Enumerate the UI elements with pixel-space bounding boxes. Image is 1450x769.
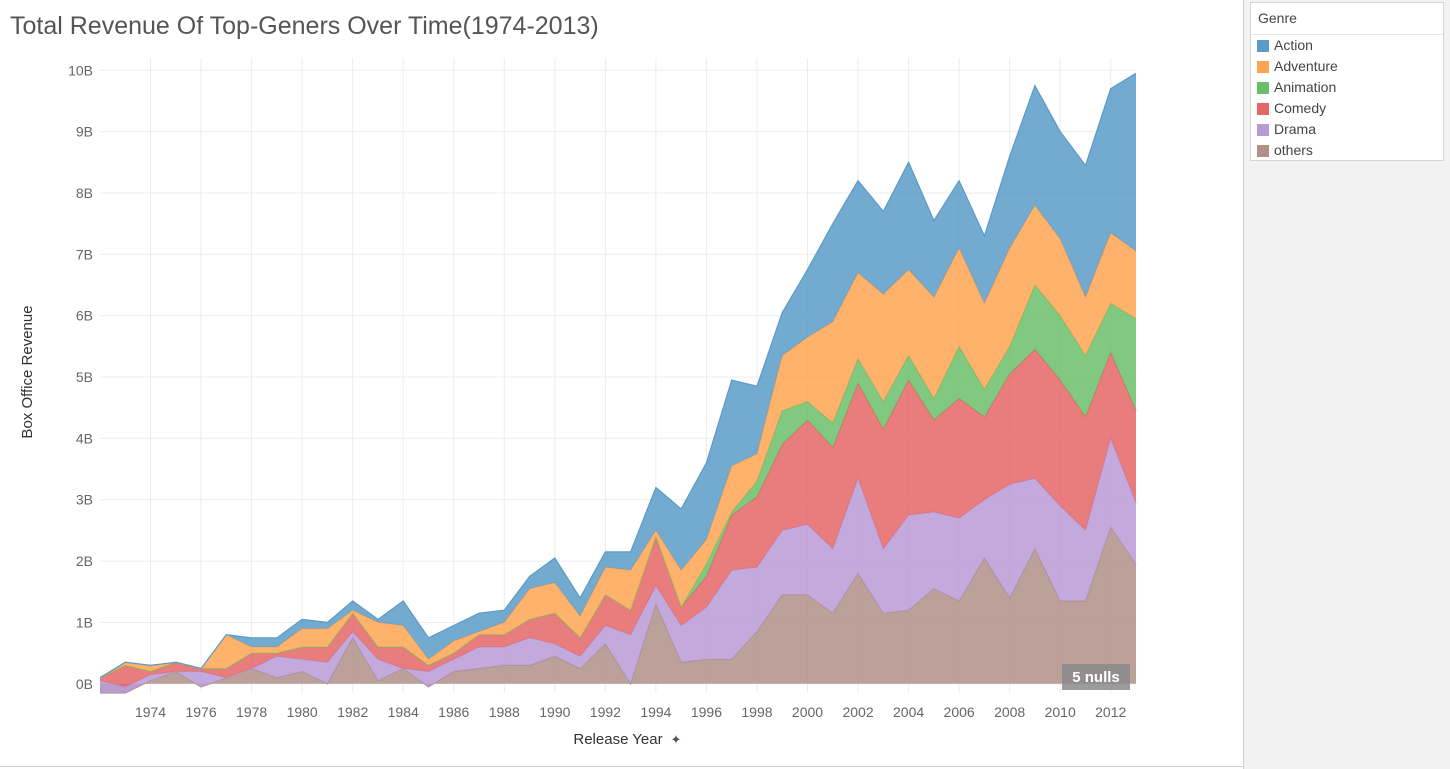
legend-swatch-adventure: [1257, 61, 1269, 73]
nulls-indicator[interactable]: 5 nulls: [1062, 664, 1130, 690]
legend-swatch-comedy: [1257, 103, 1269, 115]
x-axis: 1974 1976 1978 1980 1982 1984 1986 1988 1990 1992…: [135, 704, 1127, 720]
legend-label-adventure: Adventure: [1274, 58, 1338, 74]
x-tick-label: 1996: [691, 704, 722, 720]
area-series: [99, 72, 1137, 694]
x-tick-label: 1978: [236, 704, 267, 720]
x-tick-label: 1998: [741, 704, 772, 720]
legend-label-others: others: [1274, 142, 1313, 158]
area-animation: [100, 285, 1136, 678]
legend-label-animation: Animation: [1274, 79, 1337, 95]
x-tick-label: 2006: [944, 704, 975, 720]
x-tick-label: 1986: [438, 704, 469, 720]
legend-item-animation[interactable]: Animation: [1257, 79, 1437, 99]
legend-item-adventure[interactable]: Adventure: [1257, 58, 1437, 78]
y-tick-label: 2B: [76, 553, 93, 569]
x-tick-label: 2004: [893, 704, 924, 720]
x-tick-label: 1982: [337, 704, 368, 720]
y-axis-title: Box Office Revenue: [19, 305, 36, 438]
x-tick-label: 1990: [539, 704, 570, 720]
legend-label-action: Action: [1274, 37, 1313, 53]
legend: Genre Action Adventure Animation Comedy …: [1250, 2, 1444, 161]
legend-swatch-others: [1257, 145, 1269, 157]
legend-label-comedy: Comedy: [1274, 100, 1327, 116]
x-tick-label: 1984: [388, 704, 419, 720]
legend-item-drama[interactable]: Drama: [1257, 121, 1437, 141]
legend-swatch-drama: [1257, 124, 1269, 136]
nulls-indicator-label[interactable]: 5 nulls: [1072, 669, 1120, 686]
area-action: [100, 73, 1136, 678]
x-tick-label: 1976: [185, 704, 216, 720]
x-tick-label: 2012: [1095, 704, 1126, 720]
chart-bottom-border: [0, 766, 1243, 767]
x-tick-label: 1988: [489, 704, 520, 720]
y-tick-label: 6B: [76, 308, 93, 324]
y-tick-label: 4B: [76, 430, 93, 446]
area-chart: 1974 1976 1978 1980 1982 1984 1986 1988 1990 1992…: [19, 58, 1137, 748]
legend-item-comedy[interactable]: Comedy: [1257, 100, 1437, 120]
area-drama: [100, 438, 1136, 693]
panel-divider: [1243, 0, 1244, 769]
legend-item-others[interactable]: others: [1257, 142, 1437, 162]
area-others: [100, 527, 1136, 693]
x-tick-label: 2008: [994, 704, 1025, 720]
y-tick-label: 9B: [76, 124, 93, 140]
legend-divider: [1251, 34, 1443, 35]
x-tick-label: 2010: [1045, 704, 1076, 720]
y-tick-label: 1B: [76, 614, 93, 630]
x-tick-label: 1994: [640, 704, 671, 720]
y-tick-label: 10B: [68, 62, 93, 78]
y-axis: 0B 1B 2B 3B 4B 5B 6B 7B 8B 9B 10B: [68, 62, 93, 692]
y-tick-label: 0B: [76, 676, 93, 692]
x-tick-label: 1992: [590, 704, 621, 720]
pin-icon: ✦: [671, 733, 682, 748]
x-tick-label: 2000: [792, 704, 823, 720]
x-tick-label: 2002: [842, 704, 873, 720]
area-comedy: [100, 349, 1136, 687]
x-axis-title: Release Year: [573, 731, 662, 748]
chart-title: Total Revenue Of Top-Geners Over Time(19…: [10, 12, 599, 40]
area-adventure: [100, 205, 1136, 678]
x-tick-label: 1974: [135, 704, 166, 720]
legend-item-action[interactable]: Action: [1257, 37, 1437, 57]
legend-label-drama: Drama: [1274, 121, 1317, 137]
legend-swatch-animation: [1257, 82, 1269, 94]
y-tick-label: 7B: [76, 246, 93, 262]
legend-swatch-action: [1257, 40, 1269, 52]
x-tick-label: 1980: [287, 704, 318, 720]
legend-title: Genre: [1258, 10, 1297, 26]
line-action: [99, 72, 1137, 679]
y-tick-label: 3B: [76, 492, 93, 508]
y-tick-label: 8B: [76, 185, 93, 201]
y-tick-label: 5B: [76, 369, 93, 385]
